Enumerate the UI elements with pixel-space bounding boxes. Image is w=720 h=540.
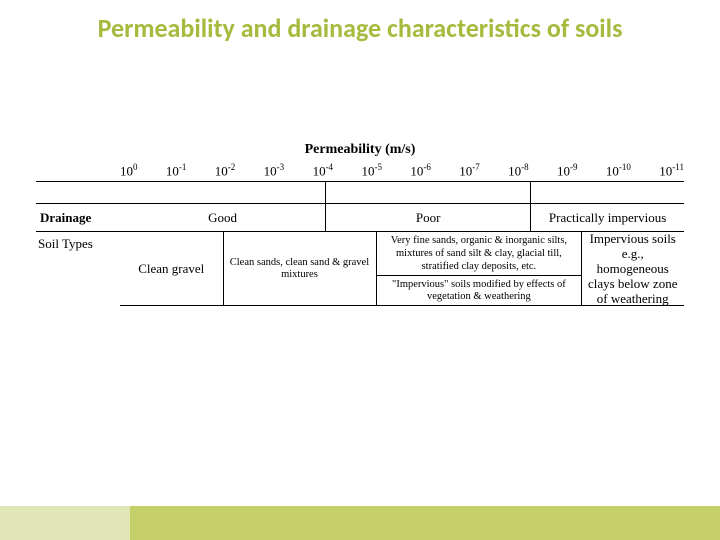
permeability-tick: 10-8 [508, 162, 529, 179]
soil-modified: "Impervious" soils modified by effects o… [376, 276, 581, 306]
footer-block-left [0, 506, 130, 540]
footer-block-right [130, 506, 720, 540]
permeability-header: Permeability (m/s) [36, 142, 684, 158]
drainage-label: Drainage [36, 204, 120, 231]
permeability-tick: 100 [120, 162, 138, 179]
drainage-poor: Poor [325, 204, 530, 231]
divider-vline [325, 182, 326, 203]
drainage-row: Drainage GoodPoorPractically impervious [36, 204, 684, 232]
permeability-ticks: 100 10-1 10-2 10-3 10-4 10-5 10-6 10-7 10-8 10-9 1… [120, 162, 684, 179]
soil-clean-sands: Clean sands, clean sand & gravel mixture… [223, 232, 377, 306]
drainage-good: Good [120, 204, 325, 231]
soil-clean-gravel: Clean gravel [120, 232, 223, 306]
permeability-tick: 10-1 [166, 162, 187, 179]
permeability-tick: 10-4 [313, 162, 334, 179]
permeability-scale-row: 100 10-1 10-2 10-3 10-4 10-5 10-6 10-7 10-8 10-9 1… [36, 162, 684, 182]
spacer-label [36, 182, 120, 203]
soil-impervious: Impervious soils e.g., homogeneous clays… [581, 232, 684, 306]
footer-bar [0, 506, 720, 540]
permeability-tick: 10-5 [361, 162, 382, 179]
permeability-tick: 10-11 [659, 162, 684, 179]
soil-types-label: Soil Types [36, 232, 120, 306]
permeability-tick: 10-7 [459, 162, 480, 179]
permeability-tick: 10-9 [557, 162, 578, 179]
soil-grid: Clean gravelClean sands, clean sand & gr… [120, 232, 684, 306]
scale-label-spacer [36, 162, 120, 179]
slide-title: Permeability and drainage characteristic… [0, 0, 720, 45]
soil-types-row: Soil Types Clean gravelClean sands, clea… [36, 232, 684, 306]
divider-vline [530, 182, 531, 203]
permeability-tick: 10-3 [264, 162, 285, 179]
spacer-row-1 [36, 182, 684, 204]
vline-area-1 [120, 182, 684, 203]
permeability-tick: 10-6 [410, 162, 431, 179]
permeability-tick: 10-10 [606, 162, 631, 179]
soil-very-fine: Very fine sands, organic & inorganic sil… [376, 232, 581, 276]
permeability-table: Permeability (m/s) 10010-110-210-310-410… [36, 142, 684, 306]
permeability-tick: 10-2 [215, 162, 236, 179]
drainage-impervious: Practically impervious [530, 204, 684, 231]
